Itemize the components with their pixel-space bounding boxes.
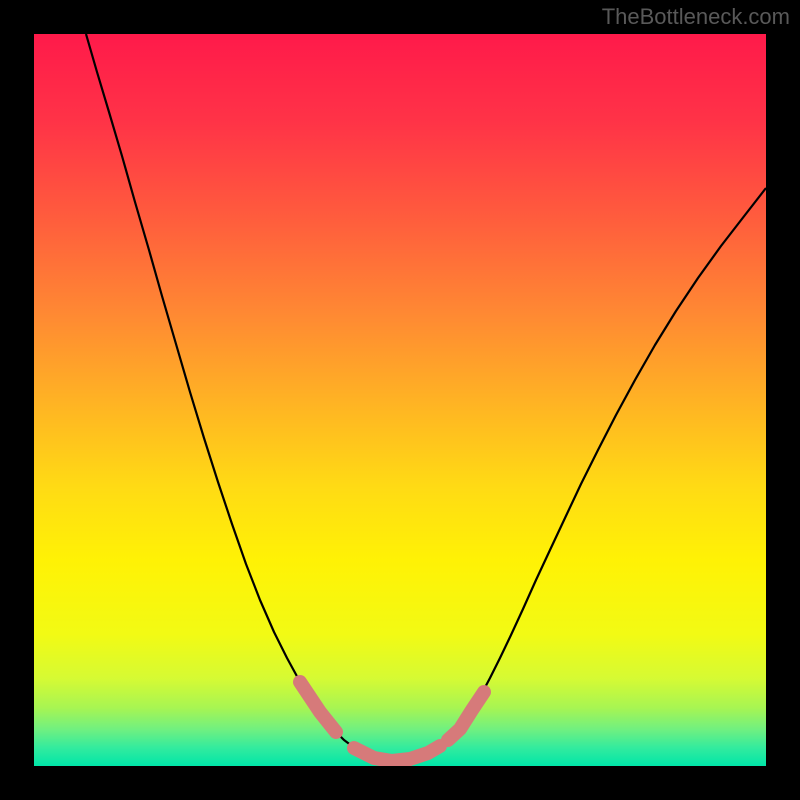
- watermark-text: TheBottleneck.com: [602, 4, 790, 30]
- highlight-segment: [448, 692, 484, 740]
- highlight-segment: [300, 682, 336, 732]
- curve-layer: [34, 34, 766, 766]
- highlight-overlay: [300, 682, 484, 761]
- plot-area: [34, 34, 766, 766]
- bottleneck-curve: [86, 34, 766, 761]
- highlight-segment: [354, 746, 440, 761]
